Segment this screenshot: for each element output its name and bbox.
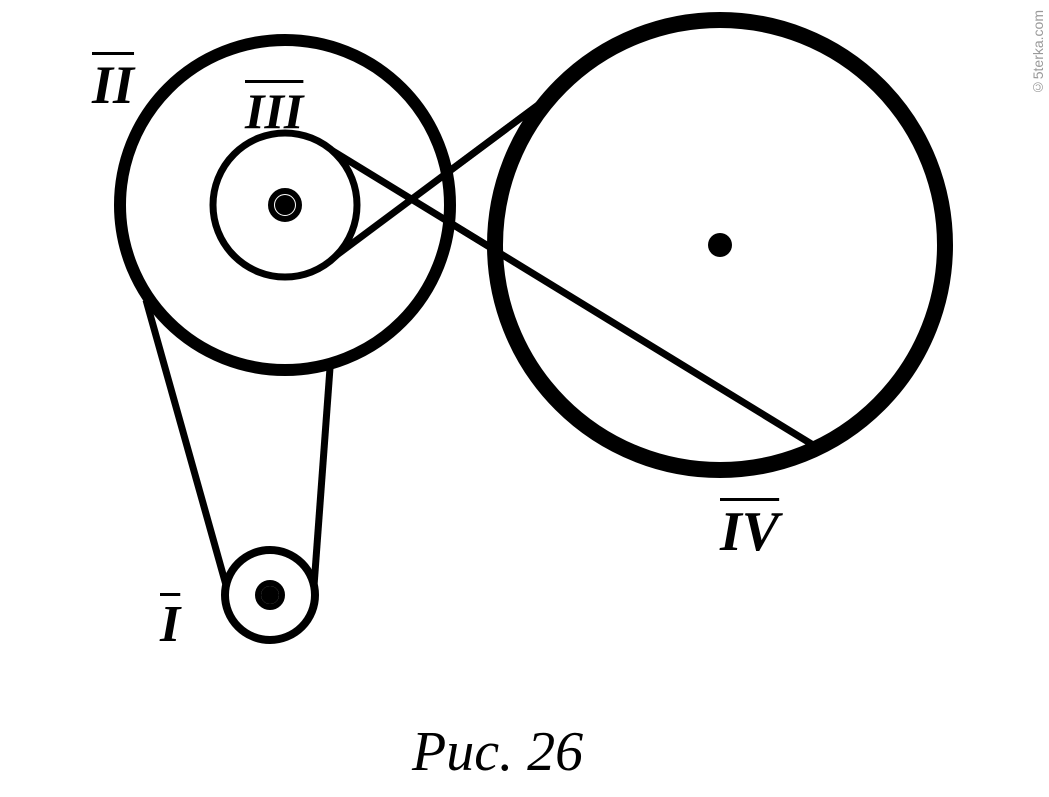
pulley-diagram: I II III IV Рис. 26 ©5terka.com xyxy=(0,0,1049,792)
figure-caption: Рис. 26 xyxy=(412,720,583,784)
label-I-text: I xyxy=(160,596,180,653)
label-I: I xyxy=(160,595,180,654)
watermark: ©5terka.com xyxy=(1030,10,1046,95)
label-III: III xyxy=(245,82,303,140)
pulley-IV-center-dot xyxy=(708,233,732,257)
pulley-I-center-dot xyxy=(261,586,279,604)
label-II-text: II xyxy=(92,55,134,115)
diagram-svg xyxy=(0,0,1049,792)
belt-I-II-right xyxy=(314,368,330,586)
label-III-text: III xyxy=(245,83,303,139)
pulley-III-center-dot xyxy=(275,195,295,215)
label-II: II xyxy=(92,54,134,116)
pulley-I xyxy=(225,550,315,640)
label-IV: IV xyxy=(720,500,779,564)
label-IV-text: IV xyxy=(720,501,779,563)
pulley-III xyxy=(213,133,357,277)
